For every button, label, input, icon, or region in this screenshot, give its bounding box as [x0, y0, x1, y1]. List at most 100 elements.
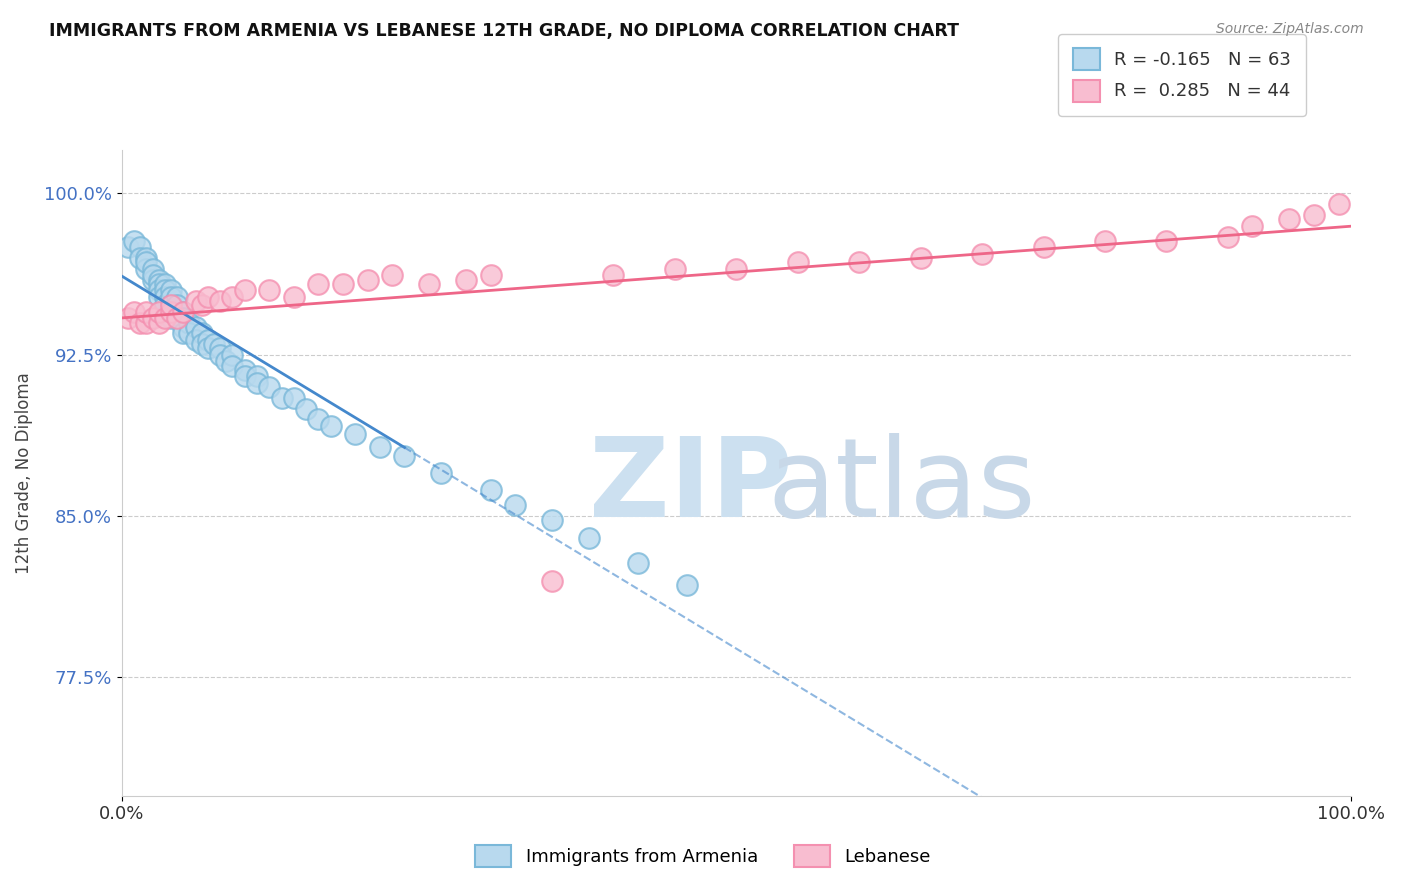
- Point: [197, 290, 219, 304]
- Point: [122, 234, 145, 248]
- Point: [344, 427, 367, 442]
- Text: IMMIGRANTS FROM ARMENIA VS LEBANESE 12TH GRADE, NO DIPLOMA CORRELATION CHART: IMMIGRANTS FROM ARMENIA VS LEBANESE 12TH…: [49, 22, 959, 40]
- Point: [1216, 229, 1239, 244]
- Point: [479, 268, 502, 283]
- Point: [148, 283, 170, 297]
- Point: [172, 326, 194, 341]
- Point: [578, 531, 600, 545]
- Point: [209, 348, 232, 362]
- Point: [259, 380, 281, 394]
- Point: [153, 298, 176, 312]
- Point: [602, 268, 624, 283]
- Point: [172, 311, 194, 326]
- Point: [356, 272, 378, 286]
- Point: [129, 240, 152, 254]
- Legend: Immigrants from Armenia, Lebanese: Immigrants from Armenia, Lebanese: [468, 838, 938, 874]
- Point: [233, 369, 256, 384]
- Point: [166, 311, 188, 326]
- Point: [135, 305, 157, 319]
- Point: [160, 305, 183, 319]
- Point: [479, 483, 502, 498]
- Point: [160, 311, 183, 326]
- Point: [221, 359, 243, 373]
- Point: [332, 277, 354, 291]
- Point: [627, 557, 650, 571]
- Point: [166, 298, 188, 312]
- Point: [190, 326, 212, 341]
- Point: [394, 449, 416, 463]
- Point: [209, 293, 232, 308]
- Point: [368, 440, 391, 454]
- Point: [664, 261, 686, 276]
- Point: [129, 316, 152, 330]
- Point: [848, 255, 870, 269]
- Point: [197, 333, 219, 347]
- Point: [153, 290, 176, 304]
- Point: [1032, 240, 1054, 254]
- Point: [117, 240, 139, 254]
- Point: [184, 293, 207, 308]
- Point: [160, 298, 183, 312]
- Text: Source: ZipAtlas.com: Source: ZipAtlas.com: [1216, 22, 1364, 37]
- Point: [972, 246, 994, 260]
- Point: [160, 283, 183, 297]
- Point: [179, 316, 201, 330]
- Point: [454, 272, 477, 286]
- Point: [209, 342, 232, 356]
- Point: [221, 290, 243, 304]
- Point: [1241, 219, 1264, 233]
- Point: [148, 290, 170, 304]
- Point: [283, 391, 305, 405]
- Point: [197, 342, 219, 356]
- Point: [1278, 212, 1301, 227]
- Point: [160, 298, 183, 312]
- Point: [148, 277, 170, 291]
- Point: [319, 418, 342, 433]
- Point: [541, 574, 564, 588]
- Point: [503, 499, 526, 513]
- Point: [153, 311, 176, 326]
- Point: [233, 363, 256, 377]
- Point: [190, 298, 212, 312]
- Point: [184, 333, 207, 347]
- Point: [725, 261, 748, 276]
- Point: [148, 305, 170, 319]
- Point: [129, 251, 152, 265]
- Point: [381, 268, 404, 283]
- Point: [142, 272, 165, 286]
- Point: [283, 290, 305, 304]
- Text: atlas: atlas: [768, 433, 1036, 540]
- Point: [184, 319, 207, 334]
- Point: [148, 316, 170, 330]
- Point: [190, 337, 212, 351]
- Point: [172, 305, 194, 319]
- Point: [246, 376, 269, 390]
- Point: [259, 283, 281, 297]
- Point: [153, 277, 176, 291]
- Point: [179, 326, 201, 341]
- Point: [117, 311, 139, 326]
- Point: [308, 277, 330, 291]
- Point: [1156, 234, 1178, 248]
- Point: [160, 290, 183, 304]
- Point: [295, 401, 318, 416]
- Point: [233, 283, 256, 297]
- Point: [221, 348, 243, 362]
- Point: [172, 319, 194, 334]
- Point: [172, 305, 194, 319]
- Point: [215, 354, 238, 368]
- Point: [541, 513, 564, 527]
- Point: [160, 305, 183, 319]
- Point: [910, 251, 932, 265]
- Point: [122, 305, 145, 319]
- Point: [142, 311, 165, 326]
- Point: [148, 272, 170, 286]
- Legend: R = -0.165   N = 63, R =  0.285   N = 44: R = -0.165 N = 63, R = 0.285 N = 44: [1059, 34, 1306, 116]
- Point: [135, 261, 157, 276]
- Point: [786, 255, 808, 269]
- Point: [246, 369, 269, 384]
- Point: [418, 277, 440, 291]
- Point: [676, 578, 699, 592]
- Point: [430, 466, 453, 480]
- Point: [142, 261, 165, 276]
